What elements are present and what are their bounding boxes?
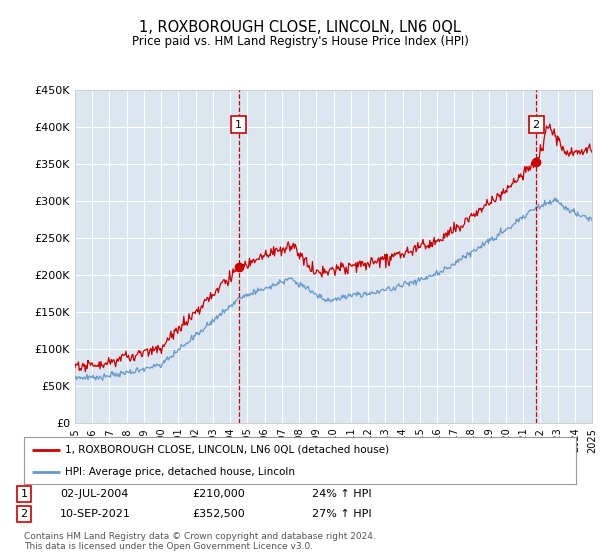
Text: 1, ROXBOROUGH CLOSE, LINCOLN, LN6 0QL: 1, ROXBOROUGH CLOSE, LINCOLN, LN6 0QL: [139, 20, 461, 35]
Text: Price paid vs. HM Land Registry's House Price Index (HPI): Price paid vs. HM Land Registry's House …: [131, 35, 469, 48]
Text: 1: 1: [235, 120, 242, 129]
Text: HPI: Average price, detached house, Lincoln: HPI: Average price, detached house, Linc…: [65, 466, 295, 477]
Text: 1, ROXBOROUGH CLOSE, LINCOLN, LN6 0QL (detached house): 1, ROXBOROUGH CLOSE, LINCOLN, LN6 0QL (d…: [65, 445, 389, 455]
Text: 02-JUL-2004: 02-JUL-2004: [60, 489, 128, 499]
Text: 10-SEP-2021: 10-SEP-2021: [60, 509, 131, 519]
Text: £210,000: £210,000: [192, 489, 245, 499]
Text: 27% ↑ HPI: 27% ↑ HPI: [312, 509, 371, 519]
Text: 24% ↑ HPI: 24% ↑ HPI: [312, 489, 371, 499]
Text: 1: 1: [20, 489, 28, 499]
Text: 2: 2: [20, 509, 28, 519]
Text: Contains HM Land Registry data © Crown copyright and database right 2024.
This d: Contains HM Land Registry data © Crown c…: [24, 532, 376, 552]
Text: 2: 2: [533, 120, 540, 129]
Text: £352,500: £352,500: [192, 509, 245, 519]
